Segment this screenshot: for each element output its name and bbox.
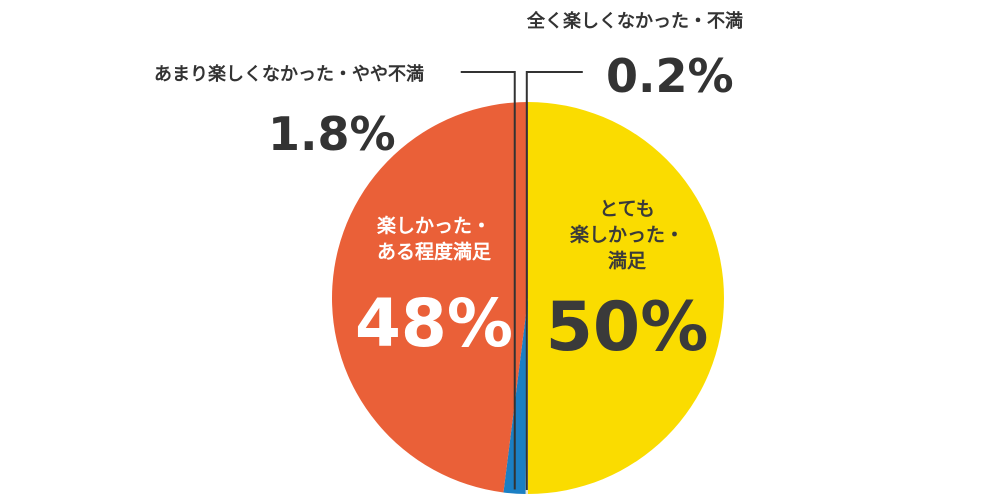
slice-label-very-satisfied-line-3: 満足	[608, 250, 647, 272]
slice-somewhat-satisfied	[332, 102, 528, 493]
pie-slices	[332, 102, 724, 494]
slice-label-not-at-all: 全く楽しくなかった・不満	[526, 10, 743, 32]
slice-value-very-satisfied: 50%	[546, 288, 709, 367]
slice-very-satisfied	[528, 102, 724, 494]
leader-line-not-at-all	[525, 71, 583, 490]
leader-lines	[460, 71, 583, 490]
slice-value-not-at-all: 0.2%	[606, 49, 734, 103]
leader-line-not-very	[460, 71, 516, 490]
slice-value-not-very: 1.8%	[268, 107, 396, 161]
slice-label-somewhat-satisfied-line-1: 楽しかった・	[377, 214, 491, 237]
slice-value-somewhat-satisfied: 48%	[355, 285, 513, 362]
slice-label-somewhat-satisfied-line-2: ある程度満足	[377, 240, 492, 263]
slice-label-very-satisfied-line-1: とても	[599, 198, 654, 220]
slice-label-very-satisfied-line-2: 楽しかった・	[570, 223, 684, 246]
slice-label-not-very: あまり楽しくなかった・やや不満	[154, 63, 424, 85]
